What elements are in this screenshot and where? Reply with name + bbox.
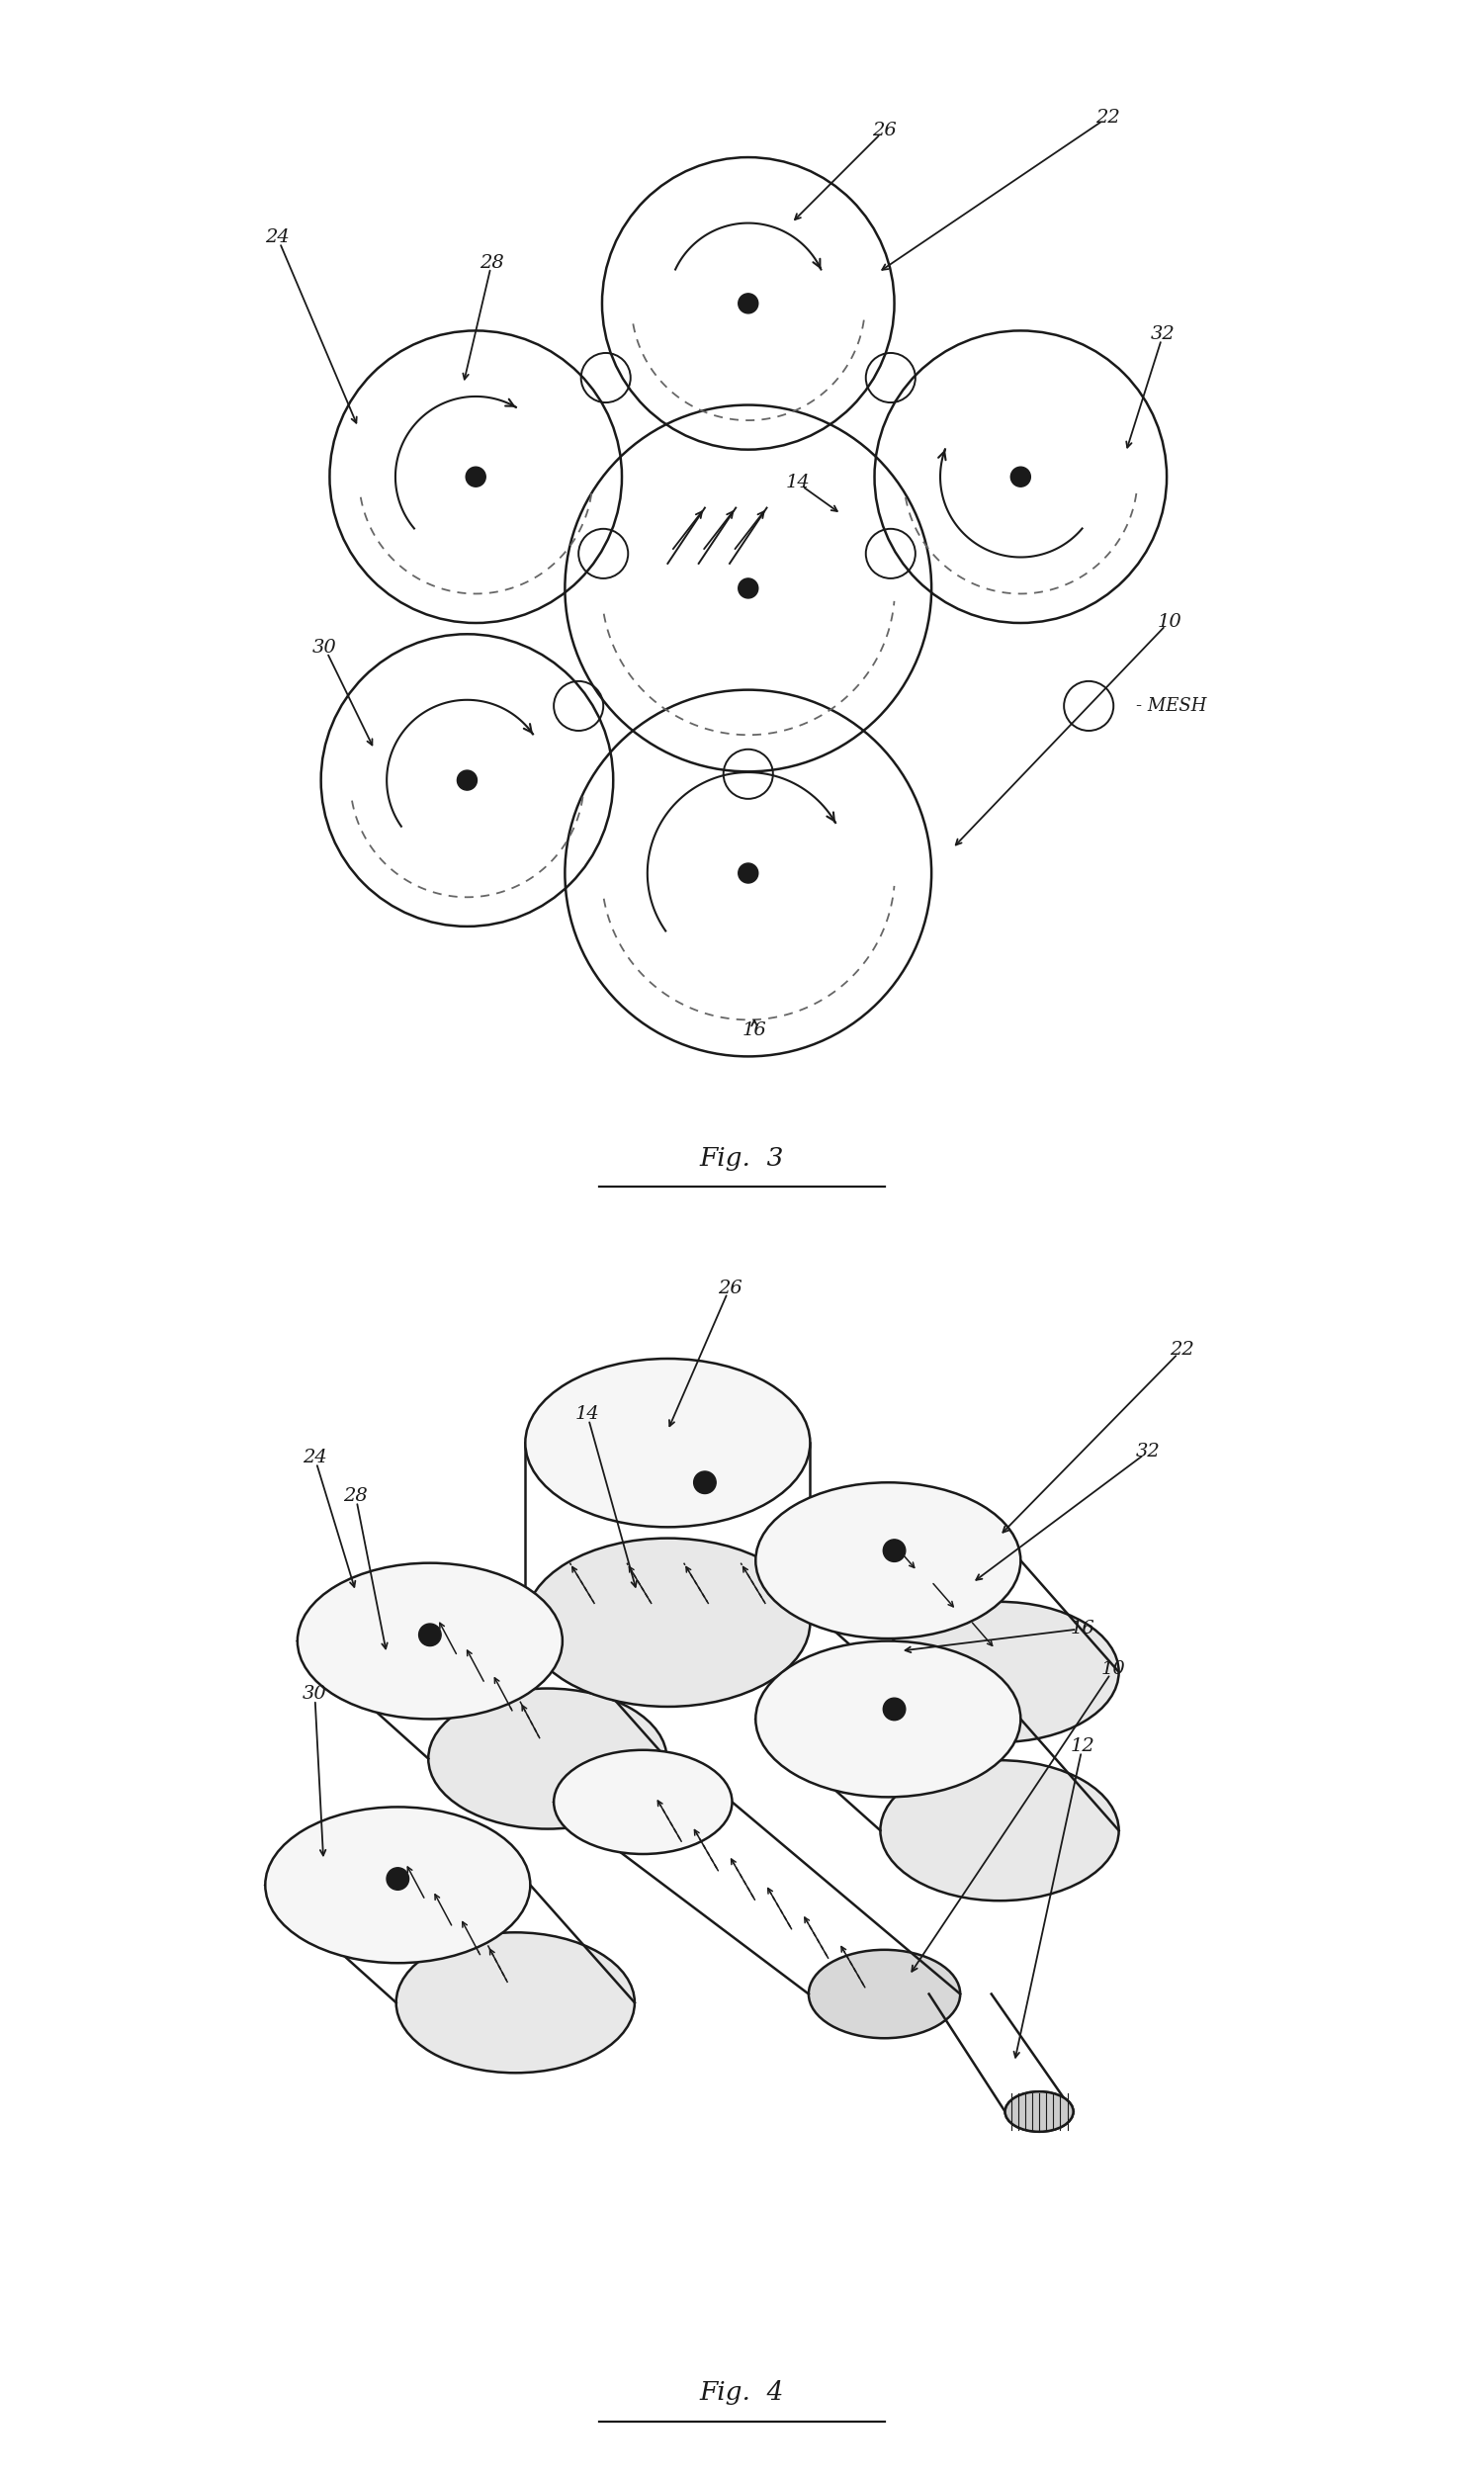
Text: 26: 26	[717, 1278, 742, 1298]
Text: 28: 28	[343, 1486, 368, 1506]
Circle shape	[1011, 468, 1030, 488]
Ellipse shape	[1005, 2091, 1073, 2133]
Text: 10: 10	[1158, 612, 1181, 632]
Ellipse shape	[880, 1603, 1119, 1741]
Ellipse shape	[525, 1357, 810, 1526]
Text: 30: 30	[303, 1684, 326, 1704]
Ellipse shape	[525, 1538, 810, 1707]
Ellipse shape	[396, 1932, 635, 2073]
Ellipse shape	[755, 1481, 1021, 1640]
Circle shape	[883, 1538, 905, 1563]
Text: 16: 16	[742, 1021, 767, 1040]
Ellipse shape	[880, 1761, 1119, 1900]
Ellipse shape	[755, 1642, 1021, 1798]
Text: 12: 12	[1070, 1736, 1095, 1756]
Text: 24: 24	[266, 228, 289, 248]
Text: 16: 16	[1070, 1620, 1095, 1637]
Text: 10: 10	[1101, 1660, 1126, 1679]
Circle shape	[738, 864, 758, 884]
Ellipse shape	[429, 1689, 666, 1828]
Ellipse shape	[266, 1808, 530, 1962]
Text: 32: 32	[1150, 324, 1175, 344]
Ellipse shape	[1005, 2091, 1073, 2133]
Circle shape	[387, 1868, 410, 1890]
Ellipse shape	[809, 1949, 960, 2039]
Text: - MESH: - MESH	[1135, 696, 1206, 716]
Text: Fig.  3: Fig. 3	[700, 1147, 784, 1169]
Circle shape	[457, 770, 476, 790]
Text: 32: 32	[1135, 1442, 1160, 1461]
Text: Fig.  4: Fig. 4	[700, 2380, 784, 2405]
Text: 14: 14	[785, 473, 810, 493]
Text: 14: 14	[574, 1404, 600, 1424]
Circle shape	[738, 295, 758, 315]
Circle shape	[738, 580, 758, 599]
Text: 24: 24	[303, 1449, 326, 1466]
Circle shape	[418, 1625, 441, 1647]
Text: 22: 22	[1095, 109, 1119, 126]
Circle shape	[466, 468, 485, 488]
Text: 30: 30	[313, 639, 337, 656]
Ellipse shape	[297, 1563, 562, 1719]
Text: 28: 28	[479, 253, 505, 272]
Text: 22: 22	[1169, 1340, 1193, 1360]
Circle shape	[693, 1471, 715, 1494]
Ellipse shape	[554, 1749, 732, 1853]
Circle shape	[883, 1699, 905, 1722]
Text: 26: 26	[873, 121, 896, 139]
